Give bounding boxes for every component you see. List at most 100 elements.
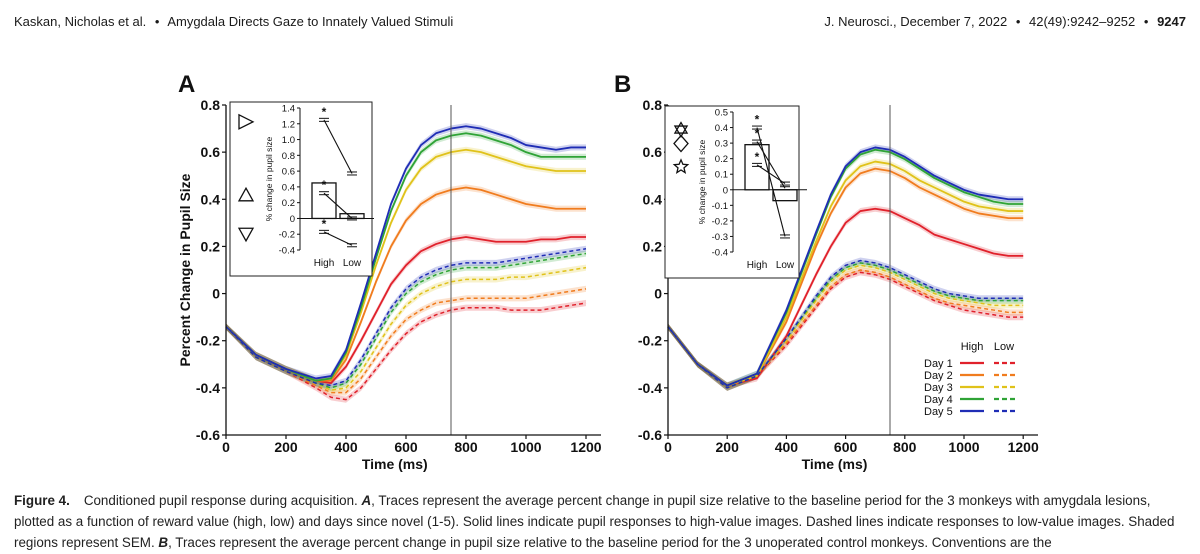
inset-y-tick-label-8: 0.4 bbox=[715, 123, 728, 134]
series-line-day-3-low bbox=[667, 264, 1024, 389]
series-line-day-4-high bbox=[225, 132, 586, 382]
series-line-day-1-low bbox=[667, 271, 1024, 389]
inset-y-tick-label-5: 0.1 bbox=[715, 170, 728, 181]
sem-band-6 bbox=[226, 285, 586, 396]
caption-part-1: Conditioned pupil response during acquis… bbox=[83, 493, 362, 508]
inset-y-tick-label-7: 1.0 bbox=[282, 135, 295, 146]
inset-chart: -0.4 -0.3 -0.2 -0.1 0 0.1 0.2 0.3 0.4 0.5 High Low *… bbox=[664, 105, 807, 279]
series-line-day-3-high bbox=[667, 160, 1024, 387]
x-tick-label-5: 1000 bbox=[510, 439, 541, 455]
legend-header-high: High bbox=[961, 341, 984, 353]
x-tick-label-1: 200 bbox=[274, 439, 298, 455]
figure-4: A -0.6 -0.4 -0.2 0 0.2 0.4 0.6 0.8 0 200 400 600 800 1… bbox=[177, 71, 1039, 472]
page-number: 9247 bbox=[1157, 14, 1186, 29]
x-axis-label: Time (ms) bbox=[802, 456, 868, 472]
sem-band-7 bbox=[668, 262, 1024, 391]
series-line-day-3-low bbox=[225, 266, 587, 391]
inset-connector-0 bbox=[323, 119, 353, 174]
inset-connector-0 bbox=[756, 127, 786, 237]
inset-cat-label-high: High bbox=[747, 260, 768, 271]
y-tick-label-6: 0.6 bbox=[201, 144, 221, 160]
legend-entry-5: Day 5 bbox=[924, 406, 953, 418]
inset-y-axis-label: % change in pupil size bbox=[264, 136, 274, 221]
running-head-left: Kaskan, Nicholas et al. • Amygdala Direc… bbox=[14, 14, 453, 29]
inset-sig-star-1: * bbox=[322, 178, 327, 192]
shape-star-of-david-icon bbox=[673, 121, 689, 138]
caption-part-2: , Traces represent the average percent c… bbox=[14, 493, 1175, 550]
inset-y-tick-label-1: -0.2 bbox=[279, 230, 295, 241]
page-header: Kaskan, Nicholas et al. • Amygdala Direc… bbox=[14, 14, 1186, 34]
y-tick-label-1: -0.4 bbox=[196, 380, 220, 396]
caption-label: Figure 4. bbox=[14, 493, 70, 508]
sem-band-1 bbox=[668, 165, 1024, 389]
series-line-day-2-low bbox=[225, 288, 587, 394]
x-axis-label: Time (ms) bbox=[362, 456, 428, 472]
inset-frame bbox=[229, 101, 373, 277]
legend-entry-3: Day 3 bbox=[924, 382, 953, 394]
shape-triangle-right-icon bbox=[238, 113, 255, 130]
series-lines bbox=[225, 125, 587, 401]
inset-cat-label-low: Low bbox=[343, 258, 362, 269]
running-head-right: J. Neurosci., December 7, 2022 • 42(49):… bbox=[824, 14, 1186, 29]
caption-ref-a: A bbox=[361, 493, 372, 508]
series-line-day-2-high bbox=[225, 186, 586, 382]
x-tick-label-1: 200 bbox=[716, 439, 740, 455]
x-tick-label-5: 1000 bbox=[948, 439, 979, 455]
series-line-day-4-low bbox=[225, 252, 587, 389]
inset-connector-2 bbox=[323, 231, 353, 246]
series-line-day-2-low bbox=[667, 269, 1024, 389]
y-tick-label-5: 0.4 bbox=[643, 191, 663, 207]
inset-sig-star-2: * bbox=[322, 217, 327, 231]
figure-caption: Figure 4. Conditioned pupil response duri… bbox=[14, 490, 1186, 553]
panel-a: A -0.6 -0.4 -0.2 0 0.2 0.4 0.6 0.8 0 200 400 600 800 1… bbox=[177, 71, 602, 472]
x-tick-label-4: 800 bbox=[893, 439, 917, 455]
sem-band-7 bbox=[226, 264, 586, 394]
series-line-day-4-low bbox=[667, 262, 1024, 389]
series-lines bbox=[667, 146, 1024, 389]
x-tick-label-6: 1200 bbox=[570, 439, 601, 455]
legend-header-low: Low bbox=[994, 341, 1014, 353]
shape-diamond-icon bbox=[673, 134, 689, 153]
inset-connector-2 bbox=[756, 164, 786, 185]
y-tick-label-3: 0 bbox=[654, 286, 662, 302]
inset-connector-1 bbox=[323, 192, 353, 219]
inset-y-tick-label-8: 1.2 bbox=[282, 119, 295, 130]
sem-band-6 bbox=[668, 266, 1024, 391]
x-tick-label-3: 600 bbox=[394, 439, 418, 455]
series-line-day-5-high bbox=[225, 125, 586, 380]
legend-entry-1: Day 1 bbox=[924, 358, 953, 370]
series-line-day-1-low bbox=[225, 302, 587, 401]
inset-sig-star-0: * bbox=[322, 105, 327, 119]
bullet-separator: • bbox=[154, 14, 160, 29]
inset-y-tick-label-5: 0.6 bbox=[282, 167, 295, 178]
sem-band-2 bbox=[668, 158, 1024, 389]
x-tick-label-6: 1200 bbox=[1008, 439, 1039, 455]
inset-y-tick-label-4: 0.4 bbox=[282, 182, 295, 193]
sem-band-5 bbox=[226, 299, 586, 403]
inset-sig-star-1: * bbox=[755, 127, 760, 141]
x-tick-label-2: 400 bbox=[775, 439, 799, 455]
inset-cat-label-low: Low bbox=[776, 260, 795, 271]
y-tick-label-3: 0 bbox=[212, 286, 220, 302]
inset-bar-low bbox=[772, 189, 798, 202]
legend-entry-4: Day 4 bbox=[924, 394, 953, 406]
inset-y-tick-label-4: 0 bbox=[723, 185, 728, 196]
sep-1: • bbox=[1015, 14, 1021, 29]
sem-band-5 bbox=[668, 269, 1024, 391]
series-line-day-1-high bbox=[667, 207, 1024, 387]
inset-sig-star-0: * bbox=[755, 113, 760, 127]
inset-y-tick-label-9: 0.5 bbox=[715, 108, 728, 119]
series-line-day-5-high bbox=[667, 146, 1024, 387]
inset-y-tick-label-6: 0.2 bbox=[715, 154, 728, 165]
shape-triangle-up-icon bbox=[237, 186, 255, 202]
y-tick-label-2: -0.2 bbox=[196, 333, 220, 349]
inset-y-tick-label-0: -0.4 bbox=[712, 248, 728, 259]
y-tick-label-0: -0.6 bbox=[196, 427, 220, 443]
inset-sig-star-2: * bbox=[755, 150, 760, 164]
x-tick-label-4: 800 bbox=[454, 439, 478, 455]
inset-y-tick-label-7: 0.3 bbox=[715, 139, 728, 150]
y-tick-label-4: 0.2 bbox=[643, 238, 663, 254]
inset-bar-high bbox=[744, 144, 770, 191]
y-axis-label: Percent Change in Pupil Size bbox=[177, 173, 193, 366]
y-tick-label-6: 0.6 bbox=[643, 144, 663, 160]
